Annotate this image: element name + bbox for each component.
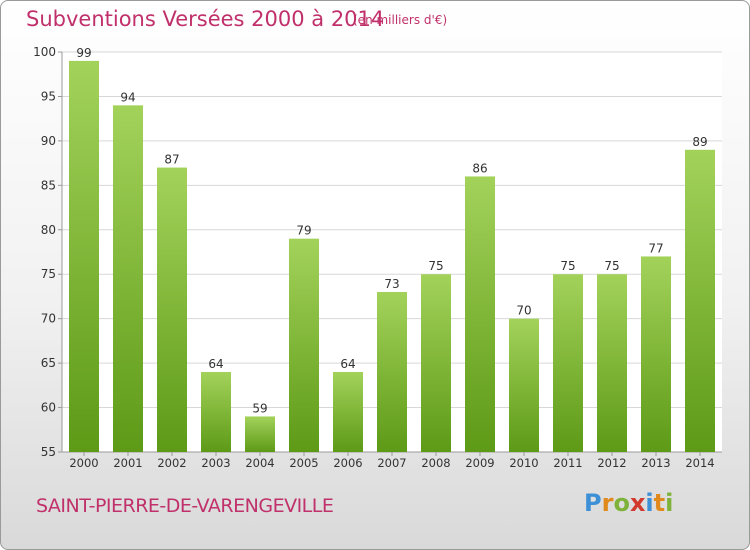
y-tick-label: 65 <box>41 356 56 370</box>
proxiti-logo: Proxiti <box>584 489 674 517</box>
bar-value-label: 75 <box>604 259 619 273</box>
bar <box>333 372 363 452</box>
y-tick-label: 85 <box>41 178 56 192</box>
x-tick-label: 2002 <box>157 456 186 470</box>
chart-subtitle: (en milliers d'€) <box>353 13 448 27</box>
bar-value-label: 94 <box>120 90 135 104</box>
bar <box>641 256 671 452</box>
commune-name: SAINT-PIERRE-DE-VARENGEVILLE <box>36 495 334 517</box>
y-tick-label: 70 <box>41 312 56 326</box>
x-tick-label: 2014 <box>685 456 714 470</box>
bar <box>289 238 319 452</box>
bar <box>553 274 583 452</box>
bar-value-label: 64 <box>208 357 223 371</box>
x-tick-label: 2001 <box>113 456 142 470</box>
x-tick-label: 2008 <box>421 456 450 470</box>
bar-value-label: 86 <box>472 161 487 175</box>
x-tick-label: 2007 <box>377 456 406 470</box>
y-tick-label: 75 <box>41 267 56 281</box>
bar <box>597 274 627 452</box>
x-tick-label: 2005 <box>289 456 318 470</box>
x-tick-label: 2003 <box>201 456 230 470</box>
y-tick-label: 60 <box>41 401 56 415</box>
bar <box>201 372 231 452</box>
bar <box>685 149 715 452</box>
bar <box>421 274 451 452</box>
y-tick-label: 100 <box>33 45 56 59</box>
y-tick-label: 55 <box>41 445 56 459</box>
bar-value-label: 89 <box>692 135 707 149</box>
bar-value-label: 73 <box>384 277 399 291</box>
chart-title: Subventions Versées 2000 à 2014 <box>26 7 385 31</box>
x-tick-label: 2000 <box>69 456 98 470</box>
bar <box>509 318 539 452</box>
bar-value-label: 59 <box>252 401 267 415</box>
y-tick-label: 95 <box>41 89 56 103</box>
bar <box>465 176 495 452</box>
bar-value-label: 70 <box>516 304 531 318</box>
bar <box>245 416 275 452</box>
y-tick-label: 80 <box>41 223 56 237</box>
bar <box>113 105 143 452</box>
y-tick-label: 90 <box>41 134 56 148</box>
bar-value-label: 75 <box>428 259 443 273</box>
bar-value-label: 64 <box>340 357 355 371</box>
bar-value-label: 99 <box>76 46 91 60</box>
x-tick-label: 2009 <box>465 456 494 470</box>
bar-value-label: 79 <box>296 224 311 238</box>
x-tick-label: 2006 <box>333 456 362 470</box>
bar <box>69 60 99 453</box>
x-tick-label: 2012 <box>597 456 626 470</box>
x-tick-label: 2010 <box>509 456 538 470</box>
x-tick-label: 2013 <box>641 456 670 470</box>
bar <box>377 292 407 452</box>
bar-value-label: 87 <box>164 153 179 167</box>
bar-value-label: 77 <box>648 241 663 255</box>
x-tick-label: 2011 <box>553 456 582 470</box>
bar <box>157 167 187 453</box>
bar-value-label: 75 <box>560 259 575 273</box>
x-tick-label: 2004 <box>245 456 274 470</box>
